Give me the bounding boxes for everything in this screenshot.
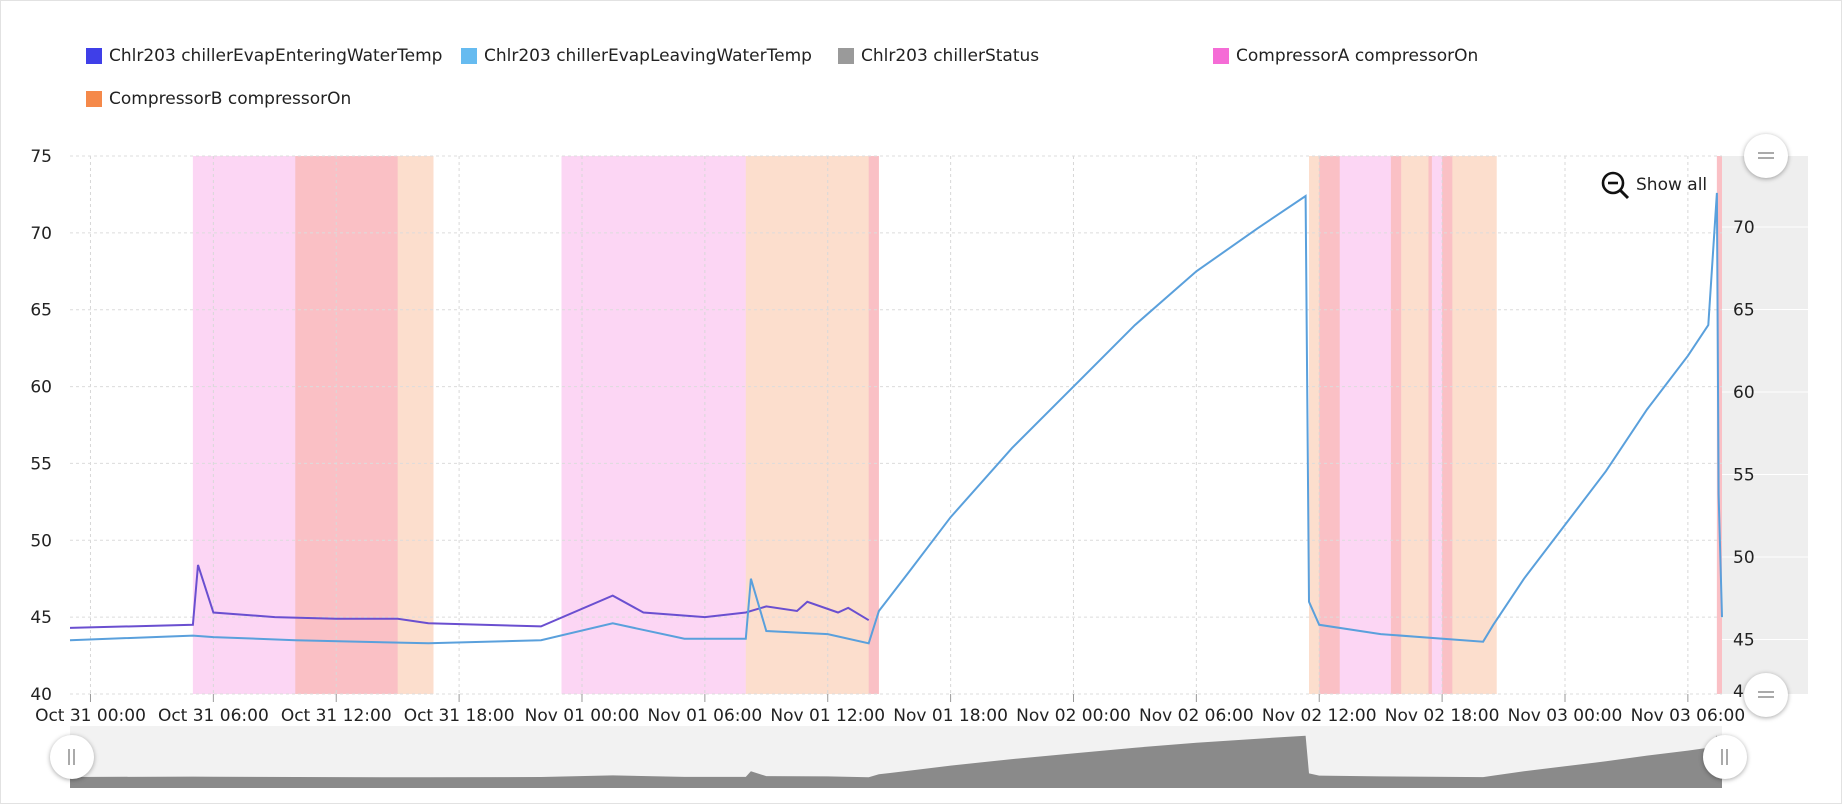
compressor-on-band [1716,156,1722,694]
drag-handle-icon [1758,152,1774,154]
grip-icon [1721,749,1723,765]
x-tick-label: Nov 01 06:00 [648,706,763,726]
navigator-area [70,735,1722,788]
scrollbar-left-grip[interactable] [50,735,94,779]
y-tick-label-left: 40 [30,685,52,705]
legend-label: Chlr203 chillerEvapLeavingWaterTemp [484,46,812,66]
compressor-on-band [868,156,879,694]
y-tick-label-left: 45 [30,608,52,628]
compressor-on-band [1309,156,1340,694]
drag-handle-icon [1758,691,1774,693]
y-axis-bottom-handle[interactable] [1744,673,1788,717]
x-tick-label: Nov 02 00:00 [1016,706,1131,726]
y-tick-label-left: 55 [30,454,52,474]
series-line-0 [69,564,870,629]
compressor-on-band [1319,156,1402,694]
legend-item-leaving-water-temp[interactable]: Chlr203 chillerEvapLeavingWaterTemp [461,46,812,66]
y-tick-label-right: 55 [1733,466,1755,486]
y-tick-label-right: 70 [1733,218,1755,238]
legend-item-entering-water-temp[interactable]: Chlr203 chillerEvapEnteringWaterTemp [86,46,442,66]
x-tick-label: Oct 31 18:00 [404,706,515,726]
legend-item-compressor-a[interactable]: CompressorA compressorOn [1213,46,1478,66]
x-tick-label: Nov 02 06:00 [1139,706,1254,726]
scrollbar-right-grip[interactable] [1703,735,1747,779]
legend-swatch [86,91,102,107]
series-line-1 [69,192,1723,645]
grip-icon [68,749,70,765]
y-tick-label-left: 70 [30,224,52,244]
compressor-on-band [295,156,434,694]
compressor-on-band [1428,156,1453,694]
legend-label: Chlr203 chillerStatus [861,46,1040,66]
y-tick-label-left: 65 [30,301,52,321]
x-tick-label: Nov 01 18:00 [893,706,1008,726]
compressor-on-band [1442,156,1497,694]
legend-swatch [86,48,102,64]
x-tick-label: Nov 03 00:00 [1508,706,1623,726]
x-tick-label: Nov 02 18:00 [1385,706,1500,726]
legend-swatch [1213,48,1229,64]
x-tick-label: Nov 03 06:00 [1631,706,1746,726]
compressor-on-band [1716,156,1722,694]
x-tick-label: Oct 31 06:00 [158,706,269,726]
legend-item-compressor-b[interactable]: CompressorB compressorOn [86,89,351,109]
legend-swatch [838,48,854,64]
zoom-out-icon [1601,171,1630,200]
legend: Chlr203 chillerEvapEnteringWaterTemp Chl… [0,0,1842,130]
y-tick-label-right: 45 [1733,631,1755,651]
y-tick-label-right: 60 [1733,383,1755,403]
legend-item-chiller-status[interactable]: Chlr203 chillerStatus [838,46,1039,66]
x-tick-label: Oct 31 12:00 [281,706,392,726]
x-tick-label: Oct 31 00:00 [35,706,146,726]
right-axis-panel [1722,156,1808,694]
x-tick-label: Nov 02 12:00 [1262,706,1377,726]
y-tick-label-right: 65 [1733,300,1755,320]
legend-label: CompressorA compressorOn [1236,46,1479,66]
x-tick-label: Nov 01 12:00 [770,706,885,726]
compressor-on-band [1390,156,1432,694]
x-tick-label: Nov 01 00:00 [525,706,640,726]
y-tick-label-right: 50 [1733,548,1755,568]
y-axis-top-handle[interactable] [1744,134,1788,178]
show-all-button[interactable]: Show all [1600,170,1707,200]
y-tick-label-left: 60 [30,378,52,398]
y-tick-label-left: 75 [30,147,52,167]
legend-label: CompressorB compressorOn [109,89,352,109]
y-tick-label-left: 50 [30,531,52,551]
legend-swatch [461,48,477,64]
compressor-on-band [192,156,398,694]
show-all-label: Show all [1636,175,1708,195]
legend-label: Chlr203 chillerEvapEnteringWaterTemp [109,46,443,66]
